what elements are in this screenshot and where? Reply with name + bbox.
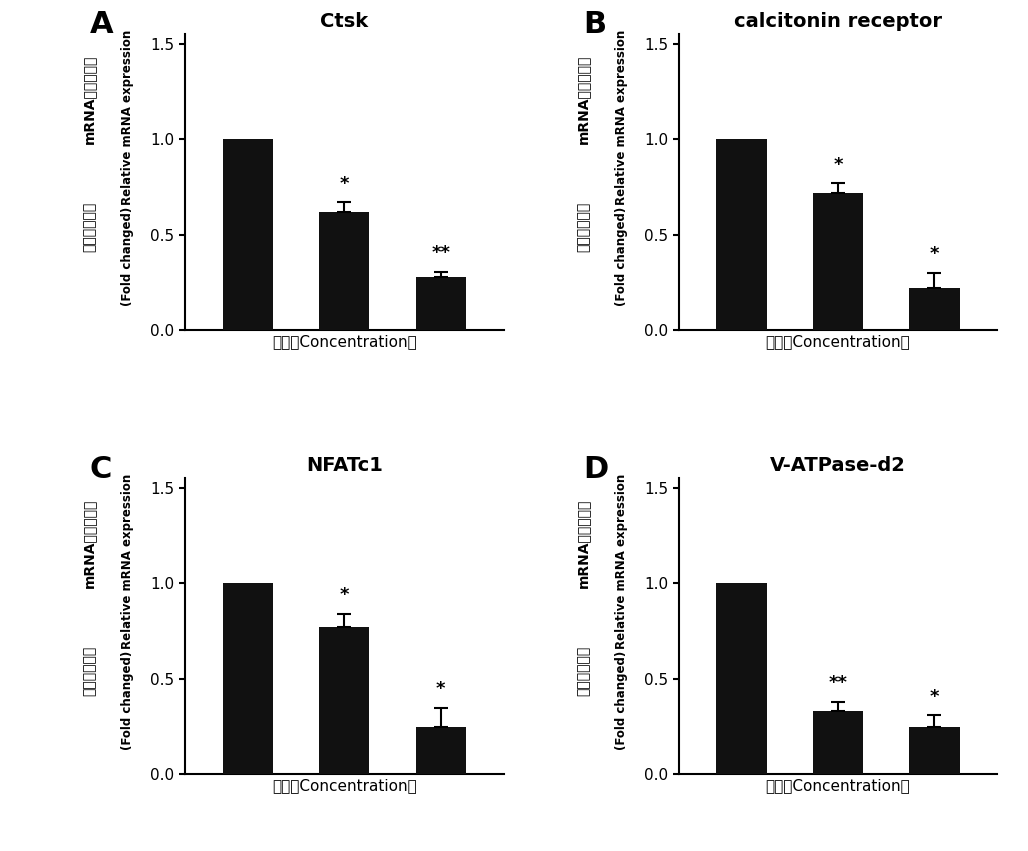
Text: Relative mRNA expression: Relative mRNA expression <box>615 29 628 204</box>
Text: (Fold changed): (Fold changed) <box>615 207 628 306</box>
Text: *: * <box>929 245 940 263</box>
Text: A: A <box>89 10 113 39</box>
Text: Relative mRNA expression: Relative mRNA expression <box>121 473 135 648</box>
Bar <box>910 727 959 774</box>
Text: mRNA相对表达量: mRNA相对表达量 <box>82 499 97 588</box>
Text: (Fold changed): (Fold changed) <box>121 651 135 750</box>
Title: NFATc1: NFATc1 <box>306 456 382 476</box>
Text: （差异倍数）: （差异倍数） <box>82 646 97 696</box>
Text: D: D <box>583 454 609 483</box>
Title: V-ATPase-d2: V-ATPase-d2 <box>770 456 906 476</box>
Text: （差异倍数）: （差异倍数） <box>576 646 590 696</box>
Text: *: * <box>833 156 843 174</box>
Bar <box>319 212 369 330</box>
Text: *: * <box>929 688 940 705</box>
Text: **: ** <box>829 674 847 692</box>
Bar <box>319 627 369 774</box>
Text: mRNA相对表达量: mRNA相对表达量 <box>82 54 97 144</box>
Text: (Fold changed): (Fold changed) <box>121 207 135 306</box>
X-axis label: 浓度（Concentration）: 浓度（Concentration） <box>766 779 911 794</box>
Text: mRNA相对表达量: mRNA相对表达量 <box>576 499 590 588</box>
Text: **: ** <box>432 244 450 262</box>
Text: *: * <box>436 680 445 698</box>
X-axis label: 浓度（Concentration）: 浓度（Concentration） <box>271 779 416 794</box>
Title: Ctsk: Ctsk <box>320 12 368 31</box>
Bar <box>415 277 466 330</box>
Bar <box>910 288 959 330</box>
Bar <box>813 192 864 330</box>
Bar <box>717 139 767 330</box>
Bar <box>813 711 864 774</box>
Text: C: C <box>89 454 112 483</box>
Bar <box>223 139 272 330</box>
Text: Relative mRNA expression: Relative mRNA expression <box>615 473 628 648</box>
Bar <box>717 583 767 774</box>
Bar <box>223 583 272 774</box>
Text: （差异倍数）: （差异倍数） <box>576 202 590 252</box>
Bar <box>415 727 466 774</box>
Text: （差异倍数）: （差异倍数） <box>82 202 97 252</box>
Text: Relative mRNA expression: Relative mRNA expression <box>121 29 135 204</box>
X-axis label: 浓度（Concentration）: 浓度（Concentration） <box>271 334 416 350</box>
X-axis label: 浓度（Concentration）: 浓度（Concentration） <box>766 334 911 350</box>
Text: (Fold changed): (Fold changed) <box>615 651 628 750</box>
Text: B: B <box>583 10 607 39</box>
Title: calcitonin receptor: calcitonin receptor <box>734 12 942 31</box>
Text: mRNA相对表达量: mRNA相对表达量 <box>576 54 590 144</box>
Text: *: * <box>339 174 350 192</box>
Text: *: * <box>339 586 350 604</box>
